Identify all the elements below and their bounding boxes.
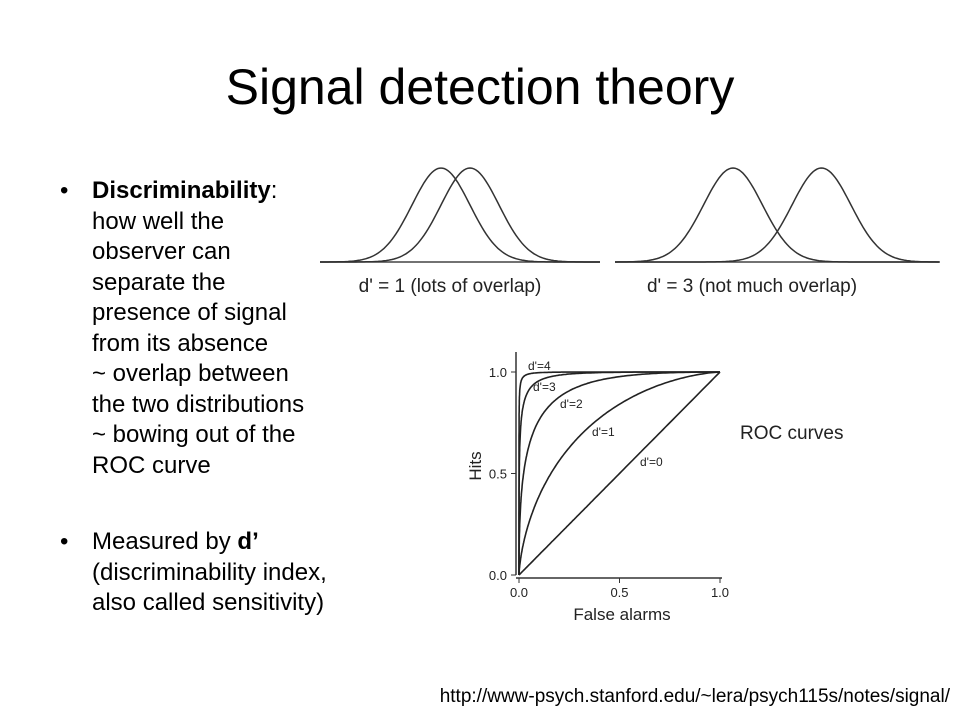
bullet-line: ~ overlap between	[92, 359, 304, 390]
text-segment: the two distributions	[92, 390, 305, 418]
roc-curve	[518, 371, 720, 575]
text-segment: Measured by	[92, 528, 238, 555]
text-segment: presence of signal	[92, 299, 287, 326]
curve-label: d'=4	[528, 359, 551, 373]
roc-title: ROC curves	[740, 423, 843, 444]
curve-label: d'=2	[560, 397, 583, 411]
text-segment: d’	[237, 528, 259, 555]
text-segment: ~ bowing out of the	[92, 421, 296, 448]
bullet: • Discriminability: how well the observer c…	[60, 176, 304, 481]
roc-curve	[518, 371, 720, 575]
text-segment: ROC curve	[92, 451, 211, 479]
bullet-line: the two distributions	[92, 390, 304, 421]
bullet-line: (discriminability index,	[92, 558, 327, 589]
bullet-line: Measured by d’	[92, 527, 327, 558]
bullet-line: observer can	[92, 237, 304, 268]
bullet-line: ~ bowing out of the	[92, 420, 304, 451]
text-segment: Discriminability	[92, 177, 271, 204]
signal-distribution	[615, 167, 939, 263]
bullet-line: ROC curve	[92, 451, 304, 482]
curve-label: d'=0	[640, 455, 663, 469]
y-axis-label: Hits	[466, 451, 485, 480]
roc-curve	[518, 371, 721, 576]
text-segment: also called sensitivity)	[92, 589, 325, 616]
x-axis-label: False alarms	[573, 605, 670, 624]
bullet-line: also called sensitivity)	[92, 588, 327, 619]
signal-distribution	[320, 167, 600, 263]
text-segment: :	[270, 177, 278, 204]
text-segment: how well the	[92, 207, 225, 235]
noise-distribution	[320, 167, 600, 263]
bullet-line: separate the	[92, 268, 304, 299]
y-tick-label: 1.0	[489, 365, 507, 380]
bullet-dot: •	[60, 528, 69, 555]
bullet: • Measured by d’ (discriminability index, a…	[60, 527, 327, 619]
bullet-body: Discriminability: how well the observer ca…	[92, 176, 304, 481]
slide-title: Signal detection theory	[225, 59, 735, 115]
x-tick-label: 0.0	[510, 585, 528, 600]
bullet-dot: •	[60, 177, 69, 204]
text-segment: (discriminability index,	[92, 558, 327, 586]
source-url: http://www-psych.stanford.edu/~lera/psyc…	[439, 686, 950, 707]
bullet-line: from its absence	[92, 329, 304, 360]
bullet-line: presence of signal	[92, 298, 304, 329]
y-tick-label: 0.5	[489, 467, 507, 482]
text-segment: from its absence	[92, 329, 269, 357]
distribution-label: d' = 1 (lots of overlap)	[359, 276, 542, 297]
curve-label: d'=3	[533, 380, 556, 394]
roc-curve	[518, 371, 721, 575]
bullet-line: Discriminability:	[92, 176, 304, 207]
bullet-body: Measured by d’ (discriminability index, al…	[92, 527, 327, 619]
text-segment: ~ overlap between	[92, 360, 289, 387]
x-tick-label: 0.5	[610, 585, 628, 600]
noise-distribution	[615, 167, 939, 263]
distribution-label: d' = 3 (not much overlap)	[647, 276, 857, 297]
curve-label: d'=1	[592, 425, 615, 439]
text-segment: separate the	[92, 268, 226, 296]
text-segment: observer can	[92, 238, 231, 265]
x-tick-label: 1.0	[711, 585, 729, 600]
bullet-line: how well the	[92, 207, 304, 238]
y-tick-label: 0.0	[489, 568, 507, 583]
